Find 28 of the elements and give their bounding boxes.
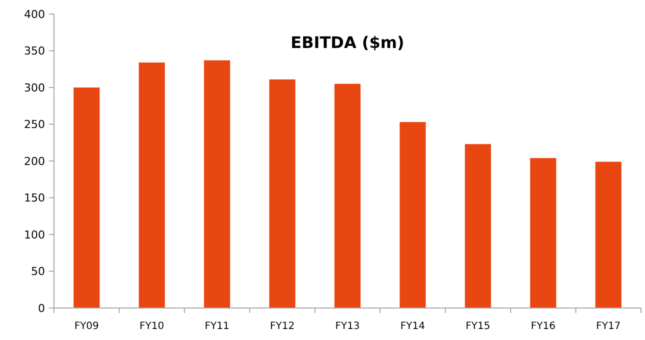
bar <box>204 60 230 308</box>
x-tick-label: FY09 <box>74 321 99 332</box>
bar <box>334 84 361 308</box>
y-tick-label: 250 <box>24 118 45 132</box>
x-tick-label: FY13 <box>335 321 360 332</box>
bar <box>464 144 491 308</box>
y-tick-label: 400 <box>24 8 45 21</box>
y-tick-label: 300 <box>24 81 45 94</box>
x-tick-label: FY10 <box>140 321 164 332</box>
y-tick-label: 350 <box>24 44 45 58</box>
x-tick-label: FY12 <box>270 321 295 332</box>
bar <box>595 162 622 308</box>
text: EBITDA ($m) <box>290 33 404 52</box>
bar <box>530 158 556 308</box>
bar <box>400 122 426 308</box>
x-tick-label: FY15 <box>466 321 490 332</box>
y-tick-label: 150 <box>24 192 45 205</box>
bar <box>269 79 296 308</box>
x-tick-label: FY17 <box>596 321 621 332</box>
y-tick-label: 0 <box>38 302 45 315</box>
y-tick-label: 50 <box>31 265 45 278</box>
x-tick-label: FY11 <box>204 321 230 332</box>
y-tick-label: 200 <box>24 154 45 168</box>
x-tick-label: FY16 <box>530 321 556 332</box>
bar <box>74 88 100 308</box>
x-tick-label: FY14 <box>400 321 426 332</box>
y-tick-label: 100 <box>24 228 45 242</box>
bar <box>138 62 165 308</box>
